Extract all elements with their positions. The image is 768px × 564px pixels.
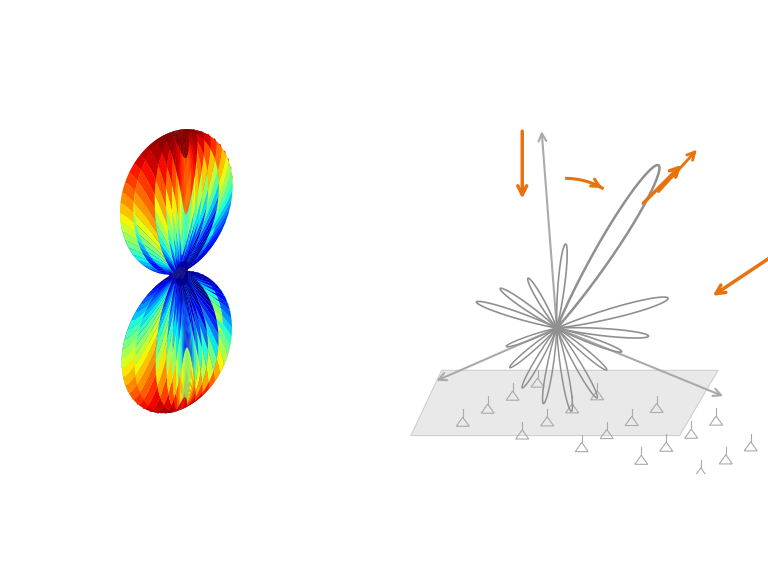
Polygon shape xyxy=(411,371,718,435)
